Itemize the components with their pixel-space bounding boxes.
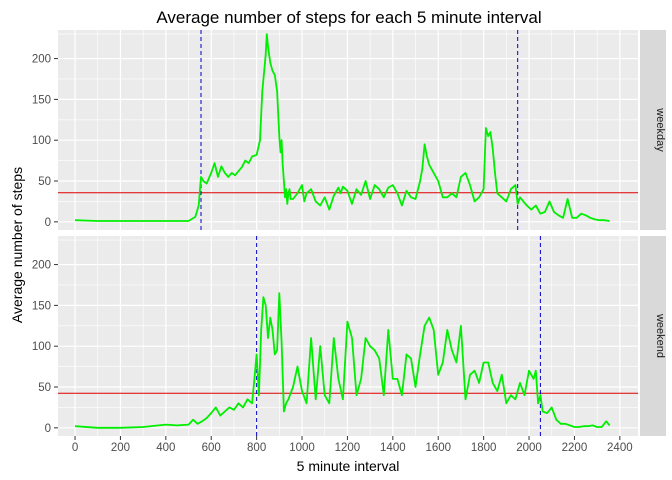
series-line-weekday	[74, 33, 610, 222]
panel-weekend: 0 50 100 150 200 weekend	[32, 236, 666, 436]
x-tick-label: 1400	[380, 442, 406, 454]
x-tick-label: 400	[156, 442, 175, 454]
x-tick-label: 1000	[289, 442, 315, 454]
y-tick-label: 100	[32, 135, 51, 147]
y-tick-label: 150	[32, 94, 51, 106]
x-tick-label: 1200	[335, 442, 361, 454]
series-line-weekend	[74, 292, 611, 429]
facet-label-weekday: weekday	[654, 107, 666, 152]
x-tick-label: 2400	[607, 442, 633, 454]
y-tick-label: 50	[38, 382, 51, 394]
y-tick-label: 0	[45, 423, 51, 435]
x-tick-label: 0	[72, 442, 78, 454]
y-tick-label: 100	[32, 341, 51, 353]
panel-weekday: 0 50 100 150 200 weekday	[32, 30, 666, 230]
y-tick-label: 50	[38, 176, 51, 188]
facet-strip	[640, 30, 666, 230]
y-tick-label: 200	[32, 260, 51, 272]
x-tick-label: 2000	[516, 442, 542, 454]
x-axis-title: 5 minute interval	[297, 458, 400, 474]
y-axis-title: Average number of steps	[9, 167, 25, 323]
facet-label-weekend: weekend	[654, 313, 666, 358]
x-tick-label: 2200	[562, 442, 588, 454]
y-tick-label: 200	[32, 54, 51, 66]
x-tick-label: 1600	[425, 442, 451, 454]
x-tick-label: 600	[202, 442, 221, 454]
x-axis: 0 200 400 600 800 1000 1200 1400 1600 1800 2000 220…	[72, 436, 633, 454]
x-tick-label: 200	[111, 442, 130, 454]
x-tick-label: 800	[247, 442, 266, 454]
y-tick-label: 0	[45, 217, 51, 229]
facet-panels: 0 50 100 150 200 weekday 0 50 100 150 200 weekend	[32, 30, 666, 436]
y-tick-label: 150	[32, 300, 51, 312]
chart-title: Average number of steps for each 5 minut…	[156, 8, 541, 27]
facet-strip	[640, 236, 666, 436]
x-tick-label: 1800	[471, 442, 497, 454]
